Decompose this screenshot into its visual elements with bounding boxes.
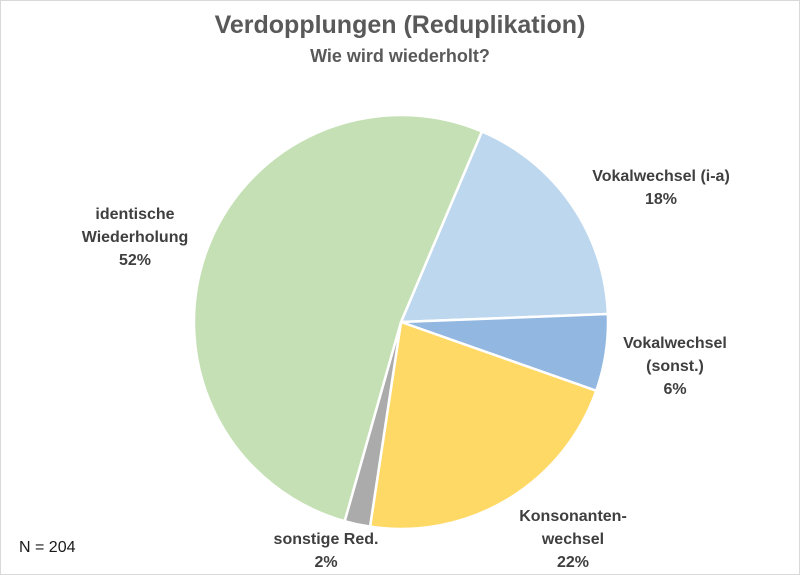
chart-title: Verdopplungen (Reduplikation): [214, 11, 586, 39]
slice-label-line: Konsonanten-: [519, 508, 627, 525]
slice-label-line: identische: [95, 206, 175, 223]
slice-value-label: 52%: [118, 252, 152, 269]
pie-slice-0: [399, 130, 610, 324]
chart-subtitle: Wie wird wiederholt?: [310, 46, 490, 66]
slice-label-vokalwechsel-ia: Vokalwechsel (i-a) 18%: [561, 165, 761, 211]
slice-value-label: 22%: [556, 554, 590, 571]
slice-label-line: (sonst.): [646, 358, 704, 375]
slice-label-vokalwechsel-sonst: Vokalwechsel (sonst.) 6%: [595, 332, 755, 401]
slice-label-konsonantenwechsel: Konsonanten- wechsel 22%: [473, 505, 673, 574]
slice-label-line: sonstige Red.: [273, 531, 379, 548]
slice-value-label: 2%: [314, 554, 338, 571]
pie-slice-4: [192, 113, 484, 523]
slice-label-line: Vokalwechsel: [623, 335, 727, 352]
slice-label-line: wechsel: [541, 531, 605, 548]
slice-value-label: 6%: [663, 381, 687, 398]
slice-label-identische-wiederholung: identische Wiederholung 52%: [35, 203, 235, 272]
slice-label-line: Wiederholung: [81, 229, 189, 246]
slice-label-sonstige-red: sonstige Red. 2%: [226, 528, 426, 574]
slice-label-line: Vokalwechsel (i-a): [592, 168, 730, 185]
sample-size-note: N = 204: [19, 539, 76, 556]
pie-slice-2: [368, 320, 598, 531]
slice-value-label: 18%: [644, 191, 678, 208]
